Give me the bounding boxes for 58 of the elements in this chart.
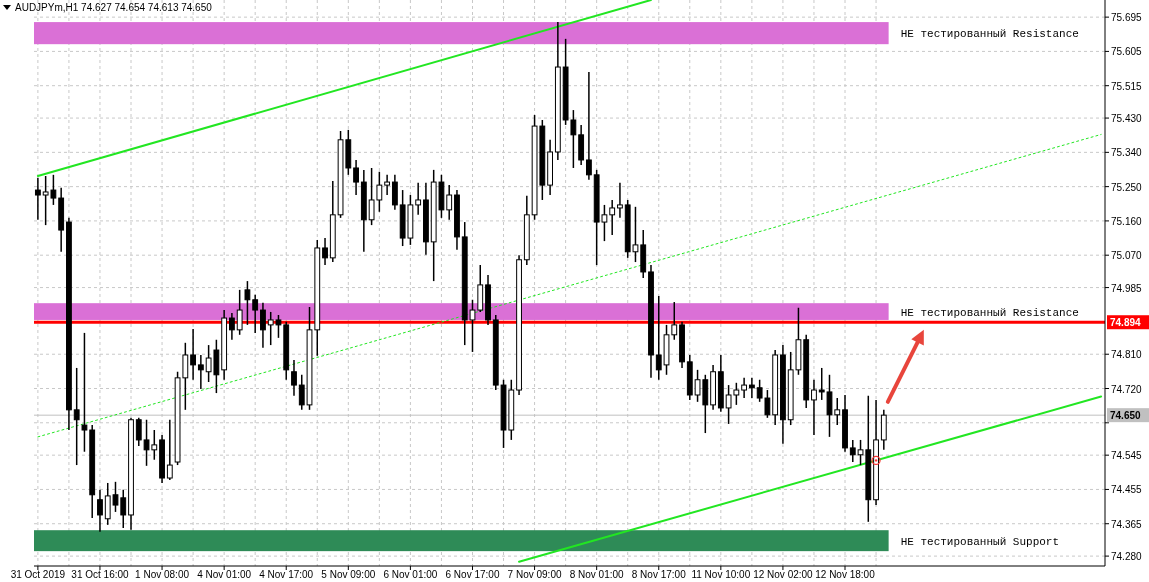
- y-tick-label: 75.250: [1111, 181, 1143, 193]
- candlestick: [586, 71, 592, 181]
- candlestick: [244, 280, 251, 326]
- chart-title: AUDJPYm,H1 74.627 74.654 74.613 74.650: [15, 2, 213, 13]
- x-tick-label: 12 Nov 18:00: [815, 569, 876, 580]
- band-label: НЕ тестированный Support: [900, 535, 1060, 548]
- candlestick: [73, 367, 80, 466]
- x-tick-label: 8 Nov 01:00: [569, 569, 625, 580]
- y-tick-label: 74.720: [1111, 383, 1143, 395]
- x-tick-label: 4 Nov 17:00: [259, 569, 314, 580]
- y-tick-label: 75.340: [1111, 147, 1143, 159]
- y-tick-label: 75.160: [1111, 215, 1143, 227]
- ref-line-label: 74.894: [1110, 317, 1142, 329]
- candlestick: [236, 289, 243, 336]
- candlestick: [291, 359, 297, 397]
- candlestick: [197, 354, 204, 390]
- candlestick: [34, 177, 41, 221]
- candlestick: [166, 418, 173, 481]
- x-tick-label: 6 Nov 01:00: [383, 569, 438, 580]
- candlestick: [617, 182, 623, 219]
- candlestick: [190, 328, 196, 381]
- x-tick-label: 1 Nov 08:00: [135, 569, 190, 580]
- y-tick-label: 74.985: [1111, 282, 1143, 294]
- y-tick-label: 74.810: [1111, 349, 1143, 361]
- x-tick-label: 4 Nov 01:00: [197, 569, 252, 580]
- candlestick: [260, 302, 266, 349]
- ref-line-label: 74.650: [1110, 410, 1142, 422]
- x-tick-label: 7 Nov 09:00: [507, 569, 562, 580]
- candlestick: [322, 237, 328, 266]
- candlestick: [609, 199, 616, 236]
- y-tick-label: 75.605: [1111, 46, 1143, 58]
- x-tick-label: 31 Oct 2019: [10, 569, 66, 580]
- band-label: НЕ тестированный Resistance: [900, 306, 1079, 319]
- y-tick-label: 75.430: [1111, 113, 1143, 125]
- candlestick: [748, 377, 755, 399]
- x-tick-label: 31 Oct 16:00: [71, 569, 130, 580]
- candlestick: [97, 489, 103, 533]
- band-label: НЕ тестированный Resistance: [900, 28, 1079, 41]
- candlestick: [811, 379, 817, 436]
- y-tick-label: 75.695: [1111, 12, 1143, 24]
- x-tick-label: 8 Nov 17:00: [631, 569, 687, 580]
- candlestick: [229, 312, 235, 341]
- y-tick-label: 74.280: [1111, 551, 1143, 563]
- candlestick: [353, 159, 359, 196]
- x-tick-label: 12 Nov 02:00: [753, 569, 814, 580]
- candlestick: [391, 174, 398, 211]
- y-tick-label: 74.545: [1111, 450, 1143, 462]
- y-tick-label: 74.365: [1111, 518, 1143, 530]
- candlestick: [741, 377, 748, 399]
- x-tick-label: 11 Nov 10:00: [691, 569, 751, 580]
- y-tick-label: 75.070: [1111, 250, 1143, 262]
- candlestick: [252, 294, 259, 334]
- x-tick-label: 5 Nov 09:00: [321, 569, 376, 580]
- y-tick-label: 75.515: [1111, 80, 1143, 92]
- candlestick: [384, 174, 391, 196]
- candlestick: [415, 182, 422, 216]
- x-tick-label: 6 Nov 17:00: [445, 569, 500, 580]
- y-tick-label: 74.455: [1111, 484, 1143, 496]
